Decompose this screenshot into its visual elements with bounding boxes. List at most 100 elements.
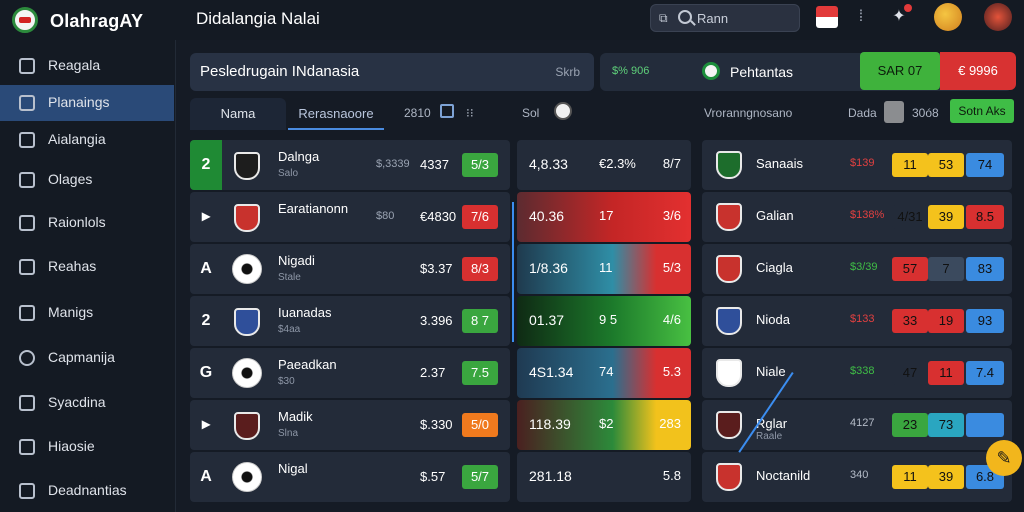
score-badge[interactable]: 11 [892, 153, 928, 177]
odds-card[interactable]: 1/8.36 11 5/3 [517, 244, 691, 294]
score-badge[interactable]: 8 7 [462, 309, 498, 333]
submit-button[interactable]: Sotn Aks [950, 99, 1014, 123]
sidebar-item[interactable]: Reahas [0, 249, 174, 285]
score-badge[interactable]: 7.4 [966, 361, 1004, 385]
odds-card[interactable]: 281.18 5.8 [517, 452, 691, 502]
team-name[interactable]: Sanaais [756, 156, 803, 171]
app-logo[interactable]: OlahragAY [8, 5, 168, 35]
team-name[interactable]: Rglar [756, 416, 788, 431]
sidebar-item-active[interactable]: Planaings [0, 85, 174, 121]
table-row[interactable]: Nioda $133 33 19 93 [702, 296, 1012, 346]
sidebar-item[interactable]: Reagala [0, 48, 174, 84]
score-badge[interactable]: 7 [928, 257, 964, 281]
score-badge[interactable]: 11 [928, 361, 964, 385]
score-badge[interactable]: 23 [892, 413, 928, 437]
grid-icon [19, 215, 35, 231]
table-row[interactable]: G Paeadkan $30 2.37 7.5 [190, 348, 510, 398]
score-badge[interactable]: 19 [928, 309, 964, 333]
flag-icon[interactable] [816, 6, 838, 28]
value-2: $.57 [420, 469, 446, 484]
score-badge[interactable]: 7.5 [462, 361, 498, 385]
table-row[interactable]: ▸ Earatianonn $80 €4830 7/6 [190, 192, 510, 242]
team-name[interactable]: Madik [278, 409, 313, 424]
team-name[interactable]: Nigadi [278, 253, 315, 268]
table-row[interactable]: 2 Iuanadas $4aa 3.396 8 7 [190, 296, 510, 346]
odds-card[interactable]: 01.37 9 5 4/6 [517, 296, 691, 346]
score-badge[interactable]: 93 [966, 309, 1004, 333]
sidebar-item[interactable]: Aialangia [0, 122, 174, 158]
table-row[interactable]: Niale $338 47 11 7.4 [702, 348, 1012, 398]
team-name[interactable]: Ciagla [756, 260, 793, 275]
odds-card[interactable]: 4S1.34 74 5.3 [517, 348, 691, 398]
score-badge[interactable]: 5/7 [462, 465, 498, 489]
edit-fab-button[interactable]: ✎ [986, 440, 1022, 476]
table-row[interactable]: Noctanild 340 11 39 6.8 [702, 452, 1012, 502]
team-crest-icon [716, 203, 742, 231]
filter-icon[interactable]: ⧉ [659, 11, 668, 25]
score-badge[interactable]: 5/0 [462, 413, 498, 437]
team-name[interactable]: Earatianonn [278, 201, 349, 216]
value-2: $.330 [420, 417, 453, 432]
sidebar-item[interactable]: Hiaosie [0, 429, 174, 465]
search-box[interactable]: ⧉ [650, 4, 800, 32]
tab-rerasnaoore[interactable]: Rerasnaoore [288, 98, 384, 130]
tab-nama[interactable]: Nama [190, 98, 286, 130]
team-name[interactable]: Paeadkan [278, 357, 337, 372]
view-icon[interactable] [440, 104, 454, 118]
score-badge[interactable]: 5/3 [462, 153, 498, 177]
team-name[interactable]: Iuanadas [278, 305, 332, 320]
odds-green-button[interactable]: SAR 07 [860, 52, 940, 90]
list-icon[interactable]: ⁝⁝ [466, 106, 474, 120]
score-badge[interactable]: 53 [928, 153, 964, 177]
odds-value: 01.37 [529, 312, 565, 328]
sidebar-item[interactable]: Capmanija [0, 340, 174, 376]
table-row[interactable]: Sanaais $139 11 53 74 [702, 140, 1012, 190]
table-row[interactable]: Galian $138% 4/31 39 8.5 [702, 192, 1012, 242]
sidebar-item[interactable]: Manigs [0, 295, 174, 331]
team-name[interactable]: Galian [756, 208, 794, 223]
score-badge[interactable]: 33 [892, 309, 928, 333]
sidebar-item[interactable]: Olages [0, 162, 174, 198]
team-name[interactable]: Dalnga [278, 149, 320, 164]
team-name[interactable]: Niale [756, 364, 786, 379]
score-badge[interactable]: 8.5 [966, 205, 1004, 229]
table-row[interactable]: A Nigal $.57 5/7 [190, 452, 510, 502]
score-badge[interactable]: 8/3 [462, 257, 498, 281]
odds-red-button[interactable]: € 9996 [940, 52, 1016, 90]
notification-icon[interactable]: ✦ [888, 4, 912, 28]
score-badge[interactable]: 39 [928, 205, 964, 229]
score-badge[interactable]: 83 [966, 257, 1004, 281]
table-row[interactable]: Rglar Raale 4127 23 73 [702, 400, 1012, 450]
settings-icon[interactable]: ⁞ [858, 8, 864, 25]
score-badge[interactable] [966, 413, 1004, 437]
odds-right: 8/7 [662, 156, 681, 171]
odds-card[interactable]: 40.36 17 3/6 [517, 192, 691, 242]
score-badge[interactable]: 11 [892, 465, 928, 489]
odds-mid: 9 5 [599, 312, 618, 327]
table-row[interactable]: ▸ Madik Slna $.330 5/0 [190, 400, 510, 450]
score-badge[interactable]: 73 [928, 413, 964, 437]
score-badge[interactable]: 39 [928, 465, 964, 489]
section-header: Pesledrugain INdanasia Skrb [190, 53, 594, 91]
team-name[interactable]: Nigal [278, 461, 308, 476]
team-name[interactable]: Nioda [756, 312, 790, 327]
profile-icon[interactable] [984, 3, 1012, 31]
sol-label: Sol [522, 106, 540, 120]
odds-card[interactable]: 4,8.33 €2.3% 8/7 [517, 140, 691, 190]
sidebar-item[interactable]: Deadnantias [0, 473, 174, 509]
team-name[interactable]: Noctanild [756, 468, 811, 483]
score-badge[interactable]: 74 [966, 153, 1004, 177]
table-row[interactable]: A Nigadi Stale $3.37 8/3 [190, 244, 510, 294]
search-input[interactable] [697, 9, 793, 27]
score-badge[interactable]: 57 [892, 257, 928, 281]
score-badge[interactable]: 4/31 [892, 205, 928, 229]
sidebar-item[interactable]: Raionlols [0, 205, 174, 241]
chart-icon [19, 259, 35, 275]
table-row[interactable]: 2 Dalnga Salo $,3339 4337 5/3 [190, 140, 510, 190]
avatar[interactable] [934, 3, 962, 31]
score-badge[interactable]: 47 [892, 361, 928, 385]
sidebar-item[interactable]: Syacdina [0, 385, 174, 421]
table-row[interactable]: Ciagla $3/39 57 7 83 [702, 244, 1012, 294]
score-badge[interactable]: 7/6 [462, 205, 498, 229]
odds-card[interactable]: 118.39 $2 283 [517, 400, 691, 450]
